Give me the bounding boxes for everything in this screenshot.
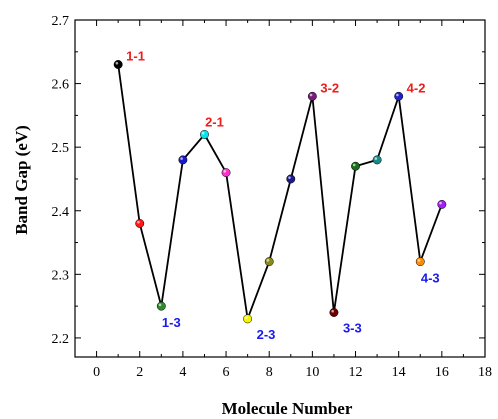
x-tick-label: 8 (266, 365, 273, 380)
data-point (221, 168, 231, 178)
y-tick-label: 2.7 (52, 14, 70, 29)
x-tick-label: 12 (349, 365, 363, 380)
data-point-highlight (158, 303, 162, 307)
x-tick-label: 6 (223, 365, 230, 380)
point-annotation: 4-2 (407, 80, 426, 95)
data-point (264, 257, 274, 267)
data-point (178, 155, 188, 165)
x-tick-label: 0 (93, 365, 100, 380)
y-tick-label: 2.6 (52, 78, 70, 93)
data-point (415, 257, 425, 267)
point-annotation: 4-3 (421, 271, 440, 286)
data-point-highlight (309, 93, 313, 97)
x-tick-label: 10 (305, 365, 319, 380)
point-annotation: 3-3 (343, 320, 362, 335)
x-tick-label: 16 (435, 365, 449, 380)
x-axis-title: Molecule Number (222, 399, 353, 418)
data-point (351, 161, 360, 171)
data-point-highlight (439, 201, 442, 205)
x-tick-label: 4 (179, 365, 186, 380)
data-point-highlight (266, 259, 270, 262)
point-annotation: 3-2 (320, 80, 339, 95)
data-point (307, 91, 317, 101)
data-point-highlight (201, 131, 205, 135)
plot-area: 0 2 4 6 8 10 12 14 16 18 2.2 2.3 2.4 2.5 2.6 2.7 1-1 1-3 2… (52, 14, 493, 380)
data-point (286, 174, 296, 184)
data-point (329, 308, 339, 317)
data-point (394, 91, 404, 101)
data-point (156, 301, 166, 311)
y-axis-title: Band Gap (eV) (12, 125, 31, 235)
data-point-highlight (374, 157, 378, 160)
data-point (113, 60, 123, 69)
data-point-highlight (115, 61, 119, 65)
data-point-highlight (180, 157, 183, 160)
data-point-highlight (137, 220, 140, 224)
x-tick-label: 2 (136, 365, 143, 380)
data-point-highlight (417, 259, 421, 262)
data-point (372, 155, 382, 165)
x-tick-label: 18 (478, 365, 492, 380)
data-point (200, 130, 209, 139)
point-annotation: 2-1 (205, 114, 224, 129)
point-annotation: 2-3 (257, 327, 276, 342)
data-point-highlight (352, 163, 356, 167)
point-annotation: 1-3 (162, 315, 181, 330)
data-point-highlight (223, 170, 227, 173)
data-point (135, 219, 145, 228)
data-point (437, 199, 447, 209)
series-line (117, 64, 443, 323)
y-tick-label: 2.4 (52, 205, 70, 220)
data-point-highlight (288, 176, 291, 179)
data-point-highlight (331, 309, 334, 313)
y-tick-label: 2.5 (52, 141, 70, 156)
data-point (243, 314, 253, 324)
data-point-highlight (396, 93, 399, 97)
y-tick-label: 2.3 (52, 268, 70, 283)
x-tick-label: 14 (392, 365, 406, 380)
point-annotation: 1-1 (126, 49, 145, 64)
y-tick-label: 2.2 (52, 332, 70, 347)
data-point-highlight (245, 316, 248, 319)
plot-frame (74, 19, 486, 358)
